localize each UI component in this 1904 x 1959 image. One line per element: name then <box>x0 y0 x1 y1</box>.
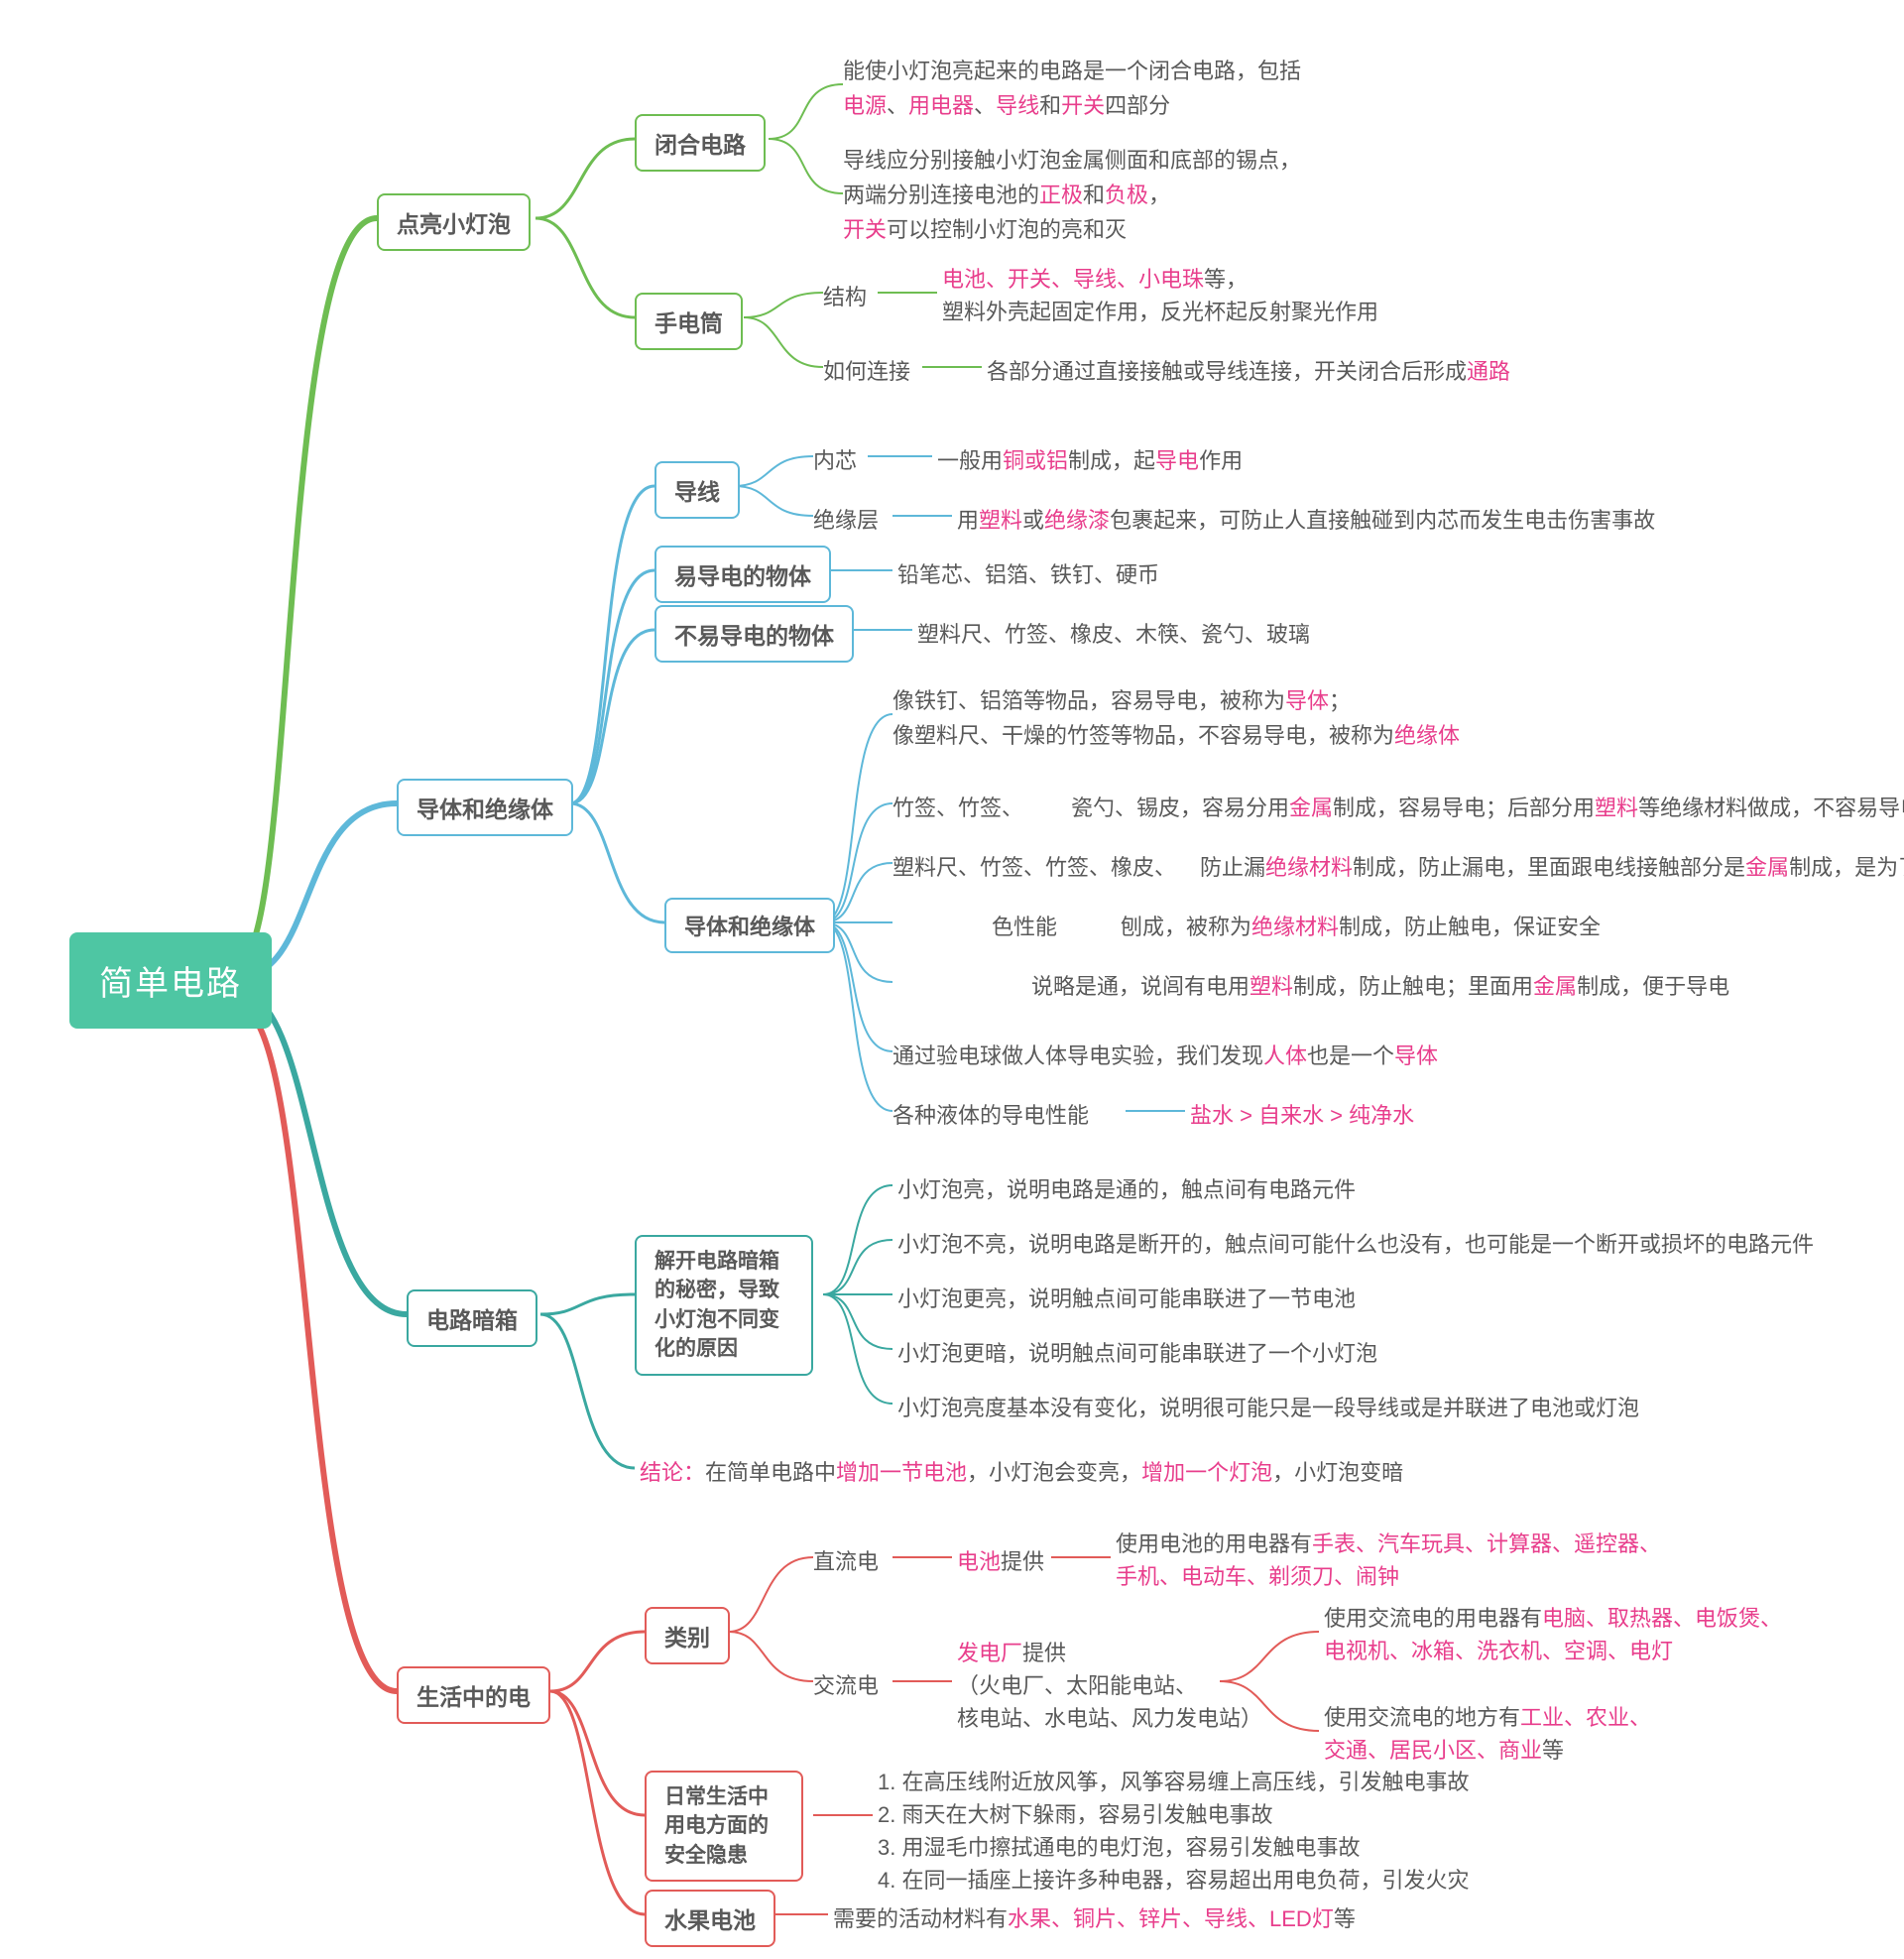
node-category: 类别 <box>645 1607 730 1664</box>
leaf: 小灯泡亮度基本没有变化，说明很可能只是一段导线或是并联进了电池或灯泡 <box>897 1392 1639 1424</box>
leaf: 导线应分别接触小灯泡金属侧面和底部的锡点， <box>843 144 1301 177</box>
node-poor-conductor: 不易导电的物体 <box>654 605 854 663</box>
root-node: 简单电路 <box>69 932 272 1029</box>
node-light-bulb: 点亮小灯泡 <box>377 193 531 251</box>
leaf: 说略是通，说闾有电用塑料制成，防止触电；里面用金属制成，便于导电 <box>1031 970 1729 1003</box>
label-core: 内芯 <box>813 444 857 477</box>
leaf: 小灯泡更暗，说明触点间可能串联进了一个小灯泡 <box>897 1337 1377 1370</box>
leaf: 各部分通过直接接触或导线连接，开关闭合后形成通路 <box>987 355 1510 388</box>
leaf: 使用电池的用电器有手表、汽车玩具、计算器、遥控器、手机、电动车、剃须刀、闹钟 <box>1116 1528 1661 1593</box>
label-insulation: 绝缘层 <box>813 504 879 537</box>
node-good-conductor: 易导电的物体 <box>654 546 831 603</box>
leaf: 小灯泡不亮，说明电路是断开的，触点间可能什么也没有，也可能是一个断开或损坏的电路… <box>897 1228 1814 1261</box>
leaf: 瓷勺、锡皮，容易分用金属制成，容易导电；后部分用塑料等绝缘材料做成，不容易导电 <box>1071 792 1904 824</box>
leaf: 使用交流电的用电器有电脑、取热器、电饭煲、电视机、冰箱、洗衣机、空调、电灯 <box>1324 1602 1782 1667</box>
leaf: 电池提供 <box>957 1545 1044 1578</box>
leaf: 电池、开关、导线、小电珠等，塑料外壳起固定作用，反光杯起反射聚光作用 <box>942 263 1378 328</box>
node-conductor: 导体和绝缘体 <box>397 779 573 836</box>
leaf: 一般用铜或铝制成，起导电作用 <box>937 444 1243 477</box>
leaf: 通过验电球做人体导电实验，我们发现人体也是一个导体 <box>892 1040 1438 1072</box>
node-safety: 日常生活中用电方面的安全隐患 <box>645 1771 803 1882</box>
leaf: 开关可以控制小灯泡的亮和灭 <box>843 213 1127 246</box>
leaf: 塑料尺、竹签、橡皮、木筷、瓷勺、玻璃 <box>917 618 1310 651</box>
leaf: 像塑料尺、干燥的竹签等物品，不容易导电，被称为绝缘体 <box>892 719 1460 752</box>
label-dc: 直流电 <box>813 1545 879 1578</box>
leaf-pre: 塑料尺、竹签、竹签、橡皮、 <box>892 851 1176 884</box>
leaf: 刨成，被称为绝缘材料制成，防止触电，保证安全 <box>1121 911 1601 943</box>
leaf: 两端分别连接电池的正极和负极， <box>843 179 1170 211</box>
leaf-conclusion: 结论：在简单电路中增加一节电池，小灯泡会变亮，增加一个灯泡，小灯泡变暗 <box>640 1456 1403 1489</box>
leaf: 盐水 > 自来水 > 纯净水 <box>1190 1099 1414 1132</box>
node-wire: 导线 <box>654 461 740 519</box>
leaf-pre: 色性能 <box>992 911 1057 943</box>
label-connect: 如何连接 <box>823 355 910 388</box>
leaf: 发电厂提供（火电厂、太阳能电站、核电站、水电站、风力发电站） <box>957 1637 1262 1735</box>
node-flashlight: 手电筒 <box>635 293 743 350</box>
node-secrets: 解开电路暗箱的秘密，导致小灯泡不同变化的原因 <box>635 1235 813 1376</box>
leaf: 小灯泡更亮，说明触点间可能串联进了一节电池 <box>897 1283 1356 1315</box>
node-closed-circuit: 闭合电路 <box>635 114 766 172</box>
leaf: 小灯泡亮，说明电路是通的，触点间有电路元件 <box>897 1173 1356 1206</box>
node-fruit-battery: 水果电池 <box>645 1890 775 1947</box>
leaf: 能使小灯泡亮起来的电路是一个闭合电路，包括 <box>843 55 1301 87</box>
leaf: 用塑料或绝缘漆包裹起来，可防止人直接触碰到内芯而发生电击伤害事故 <box>957 504 1655 537</box>
leaf: 需要的活动材料有水果、铜片、锌片、导线、LED灯等 <box>833 1902 1356 1935</box>
node-cond-insul: 导体和绝缘体 <box>664 898 835 953</box>
node-blackbox: 电路暗箱 <box>407 1289 537 1347</box>
label-ac: 交流电 <box>813 1669 879 1702</box>
leaf: 像铁钉、铝箔等物品，容易导电，被称为导体； <box>892 684 1351 717</box>
leaf: 铅笔芯、铝箔、铁钉、硬币 <box>897 558 1159 591</box>
leaf: 1. 在高压线附近放风筝，风筝容易缠上高压线，引发触电事故2. 雨天在大树下躲雨… <box>878 1766 1469 1897</box>
leaf: 使用交流电的地方有工业、农业、交通、居民小区、商业等 <box>1324 1701 1651 1767</box>
node-life-electricity: 生活中的电 <box>397 1666 550 1724</box>
leaf-pre: 各种液体的导电性能 <box>892 1099 1089 1132</box>
leaf-pre: 竹签、竹签、 <box>892 792 1023 824</box>
leaf: 防止漏绝缘材料制成，防止漏电，里面跟电线接触部分是金属制成，是为了导电 <box>1200 851 1904 884</box>
leaf: 电源、用电器、导线和开关四部分 <box>843 89 1170 122</box>
label-structure: 结构 <box>823 281 867 313</box>
